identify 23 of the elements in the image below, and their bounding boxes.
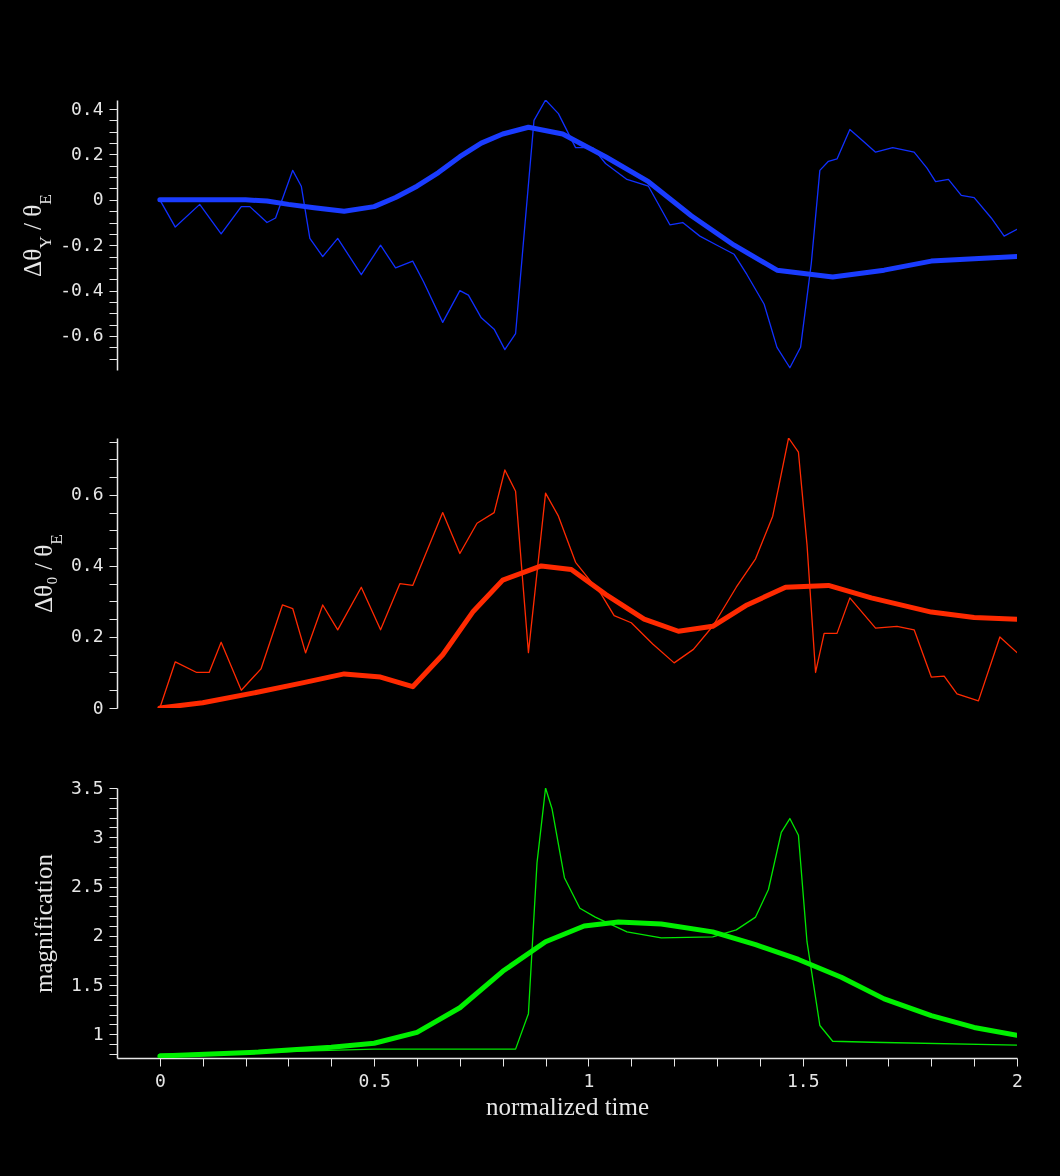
y-tick-label: -0.2	[60, 233, 104, 255]
y-tick-label: 0.6	[70, 483, 104, 505]
y-tick-label: -0.4	[60, 279, 104, 301]
y-tick-label: 2.5	[70, 875, 104, 897]
y-axis-title: magnification	[29, 853, 57, 993]
x-tick-label: 0	[154, 1069, 166, 1091]
x-tick-label: 1	[583, 1069, 595, 1091]
y-tick-label: 1	[92, 1022, 104, 1044]
y-tick-label: -0.6	[60, 324, 104, 346]
y-tick-label: 2	[92, 924, 104, 946]
y-tick-label: 0	[92, 696, 104, 718]
y-tick-label: 1.5	[70, 973, 104, 995]
y-tick-label: 0	[92, 188, 104, 210]
y-tick-label: 0.2	[70, 625, 104, 647]
x-axis-title: normalized time	[485, 1092, 650, 1120]
x-tick-label: 2	[1012, 1069, 1023, 1091]
y-tick-label: 3.5	[70, 776, 104, 798]
y-tick-label: 0.2	[70, 142, 104, 164]
y-tick-label: 0.4	[70, 97, 104, 119]
y-tick-label: 0.4	[70, 554, 104, 576]
x-tick-label: 1.5	[786, 1069, 820, 1091]
x-tick-label: 0.5	[358, 1069, 391, 1091]
y-tick-label: 3	[92, 825, 104, 847]
